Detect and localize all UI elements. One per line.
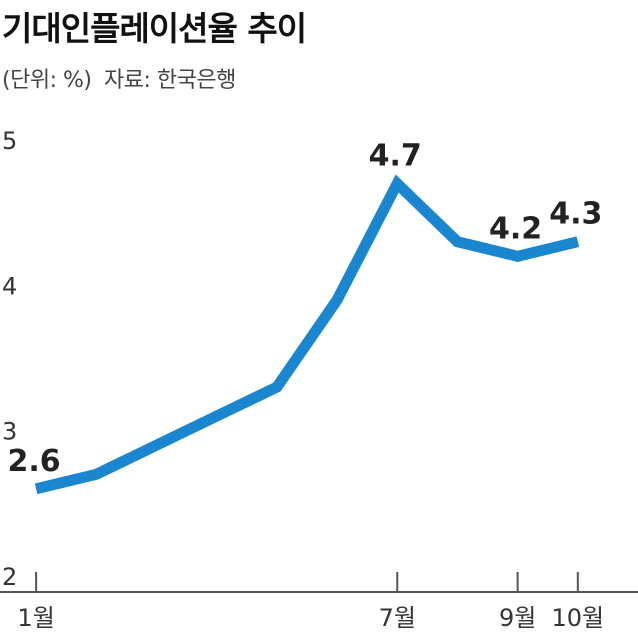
y-tick-label: 3 bbox=[2, 418, 17, 446]
data-label: 4.7 bbox=[369, 139, 422, 174]
x-tick-label: 9월 bbox=[499, 604, 536, 632]
x-axis-ticks: 1월 7월 9월 10월 bbox=[17, 572, 604, 632]
x-tick-label: 1월 bbox=[17, 604, 54, 632]
y-axis-ticks: 2 3 4 5 bbox=[2, 127, 17, 591]
data-label: 4.2 bbox=[489, 211, 542, 246]
x-tick-label: 7월 bbox=[379, 604, 416, 632]
data-label: 4.3 bbox=[549, 197, 602, 232]
data-label: 2.6 bbox=[8, 444, 61, 479]
y-tick-label: 4 bbox=[2, 272, 17, 300]
data-labels: 2.6 4.7 4.2 4.3 bbox=[8, 139, 603, 479]
y-tick-label: 5 bbox=[2, 127, 17, 155]
unit-note: (단위: %) bbox=[2, 68, 92, 93]
y-tick-label: 2 bbox=[2, 563, 17, 591]
series-layer bbox=[34, 174, 580, 495]
x-tick-label: 10월 bbox=[551, 604, 604, 632]
series-line bbox=[34, 174, 580, 495]
source-note: 자료: 한국은행 bbox=[103, 68, 236, 93]
chart-subtitle: (단위: %) 자료: 한국은행 bbox=[2, 62, 242, 94]
chart-title: 기대인플레이션율 추이 bbox=[2, 9, 307, 48]
